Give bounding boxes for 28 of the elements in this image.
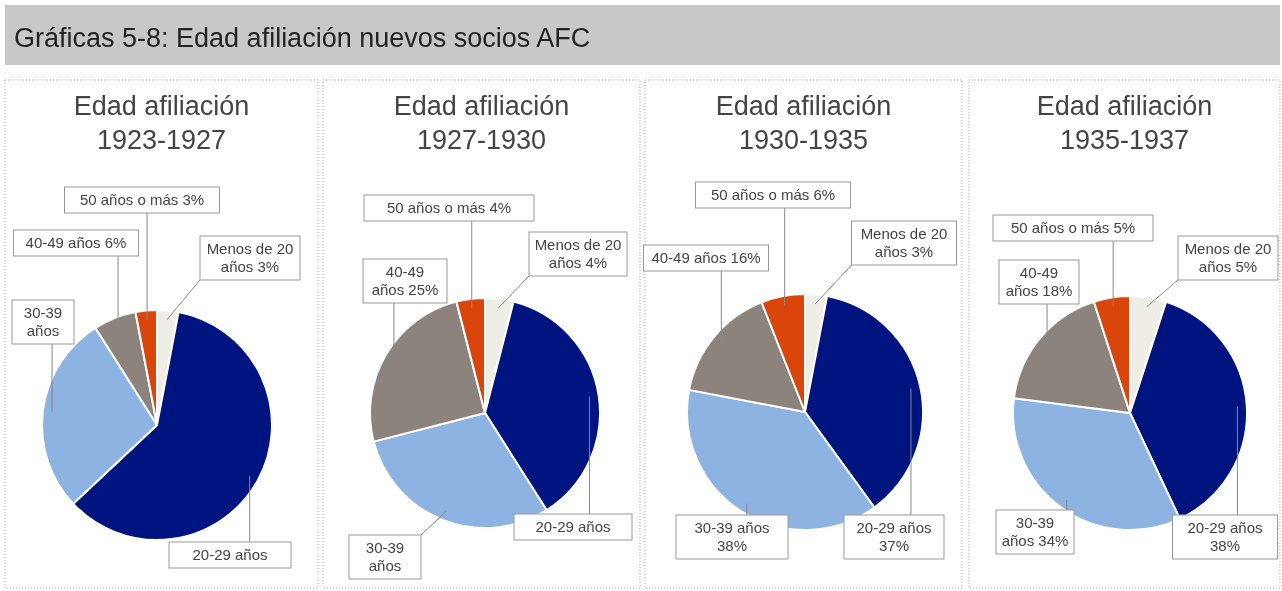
slice-label: 50 años o más 5% [1010,219,1136,236]
slice-label: 50 años o más 4% [386,199,512,216]
slice-label: 30-39 años [23,304,63,339]
slice-label: Menos de 20 años 4% [534,236,622,271]
slice-label: 40-49 años 16% [651,249,761,266]
slice-label: Menos de 20 años 3% [860,225,948,260]
data-label: 38% [1209,537,1241,554]
slice-label: 20-29 años [1187,519,1263,536]
slice-label: 20-29 años [192,546,268,563]
slice-label: Menos de 20 años 3% [206,240,294,275]
text: Gráficas 5-8: Edad afiliación nuevos socios AFC [14,23,591,53]
slice-label: 30-39 años [365,539,405,574]
slice-label: 40-49 años 25% [371,263,439,298]
slice-label: 40-49 años 18% [1005,264,1073,299]
slice-label: 20-29 años [856,519,932,536]
slice-label: Menos de 20 años 5% [1184,240,1272,275]
slice-label: 50 años o más 6% [710,186,836,203]
slice-label: 30-39 años 34% [1001,514,1069,549]
slice-label: 50 años o más 3% [79,191,205,208]
slice-label: 30-39 años [694,519,770,536]
slice-label: 40-49 años 6% [25,234,127,251]
chart-title: Edad afiliación 1923-1927 [73,91,250,155]
chart-title: Edad afiliación 1927-1930 [393,91,570,155]
data-label: 37% [878,537,910,554]
chart-title: Edad afiliación 1935-1937 [1036,91,1213,155]
chart-title: Edad afiliación 1930-1935 [715,91,892,155]
slice-label: 20-29 años [535,518,611,535]
data-label: 38% [716,537,748,554]
